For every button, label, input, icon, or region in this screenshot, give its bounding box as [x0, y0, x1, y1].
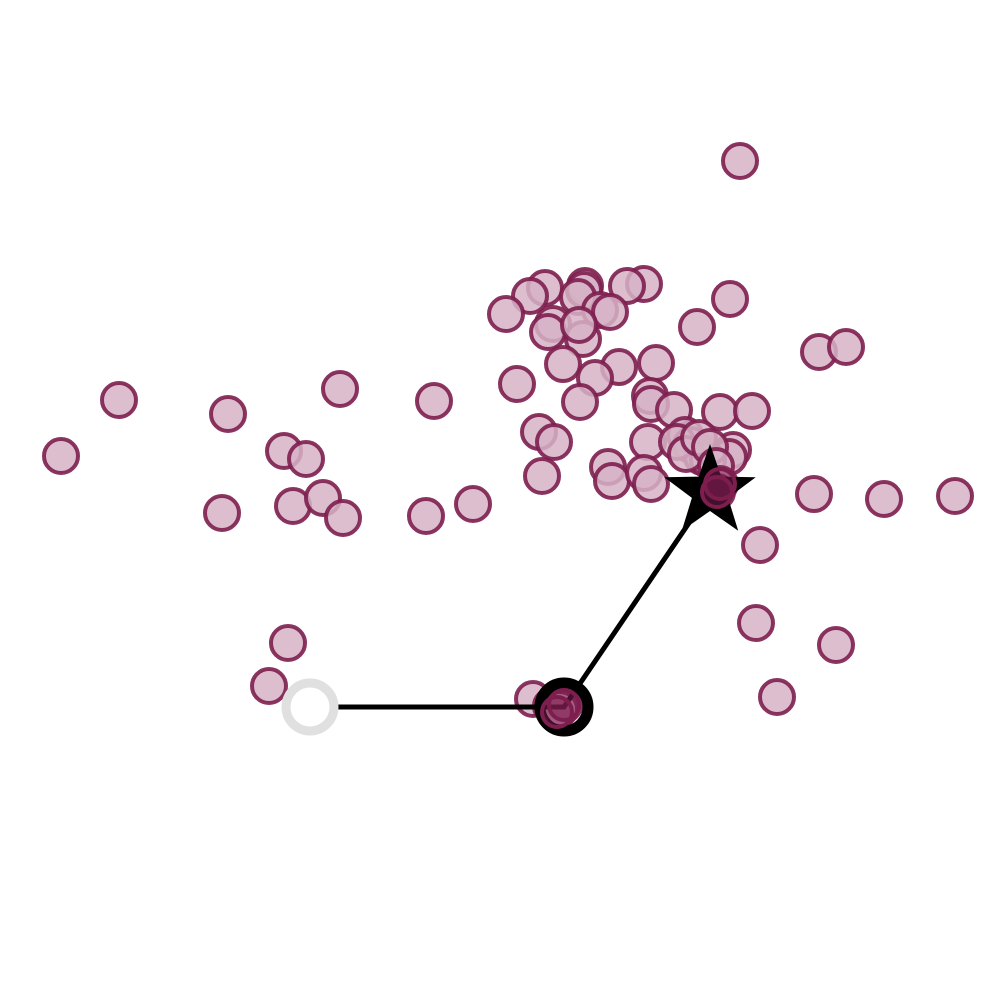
scatter-point	[287, 440, 325, 478]
scatter-point	[591, 293, 629, 331]
path-layer	[310, 490, 713, 710]
start-marker	[281, 678, 339, 736]
scatter-point	[269, 624, 307, 662]
points-layer	[42, 142, 974, 731]
scatter-point	[250, 667, 288, 705]
scatter-point	[209, 395, 247, 433]
scatter-point	[721, 142, 759, 180]
scatter-point	[561, 383, 599, 421]
waypoint-marker	[534, 677, 594, 737]
scatter-point	[529, 313, 567, 351]
scatter-point-overlay	[700, 475, 734, 509]
scatter-point	[936, 477, 974, 515]
scatter-point	[42, 437, 80, 475]
scatter-point	[637, 344, 675, 382]
scatter-point	[608, 267, 646, 305]
scatter-point	[865, 480, 903, 518]
scatter-point	[678, 308, 716, 346]
scatter-point	[741, 526, 779, 564]
markers-layer	[281, 444, 756, 737]
scatter-point	[321, 370, 359, 408]
scatter-point	[827, 328, 865, 366]
scatter-point	[535, 423, 573, 461]
scatter-point	[737, 604, 775, 642]
scatter-point	[203, 494, 241, 532]
scatter-point	[632, 465, 670, 503]
scatter-point	[324, 499, 362, 537]
scatter-point	[733, 392, 771, 430]
scatter-point	[560, 306, 598, 344]
scatter-point	[711, 280, 749, 318]
scatter-point	[544, 345, 582, 383]
scatter-point	[454, 485, 492, 523]
scatter-point	[100, 381, 138, 419]
path-line	[310, 490, 713, 710]
scatter-point-overlay	[547, 688, 581, 722]
scatter-point	[817, 626, 855, 664]
scatter-point	[487, 295, 525, 333]
scatter-point	[407, 497, 445, 535]
scatter-point	[758, 678, 796, 716]
scatter-point	[795, 475, 833, 513]
scatter-point	[415, 382, 453, 420]
scatter-point	[593, 462, 631, 500]
scatter-point	[523, 457, 561, 495]
scatter-point	[498, 365, 536, 403]
